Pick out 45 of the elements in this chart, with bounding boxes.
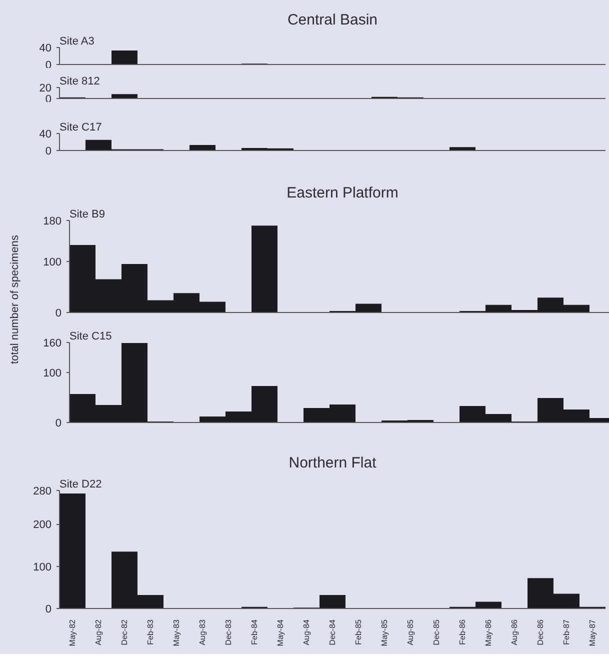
y-tick-label: 0: [55, 418, 62, 430]
chart-title: Central Basin: [287, 12, 378, 28]
x-tick-label: Aug-86: [510, 618, 519, 646]
x-tick-label: Feb-86: [458, 618, 467, 645]
x-tick-label: Dec-85: [432, 618, 441, 646]
y-tick-label: 0: [45, 604, 52, 616]
x-tick-label: Dec-86: [536, 618, 545, 646]
chart-subtitle: Site 812: [60, 76, 100, 88]
chart-subtitle: Site C17: [60, 122, 102, 134]
chart-title: Northern Flat: [288, 454, 378, 472]
x-tick-label: May-85: [380, 618, 389, 646]
y-tick-label: 40: [39, 42, 52, 54]
y-tick-label: 200: [33, 519, 52, 532]
x-tick-label: Aug-85: [406, 618, 415, 646]
x-tick-label: Feb-84: [250, 618, 259, 645]
y-tick-label: 0: [45, 146, 52, 158]
chart-subtitle: Site D22: [60, 478, 102, 490]
y-tick-label: 100: [33, 561, 52, 574]
y-tick-label: 40: [39, 128, 52, 140]
x-tick-label: May-86: [484, 618, 493, 646]
x-tick-label: Dec-83: [224, 618, 233, 646]
y-tick-label: 100: [43, 256, 62, 268]
x-tick-label: Aug-84: [302, 618, 311, 646]
y-tick-label: 180: [43, 216, 62, 228]
y-tick-label: 160: [43, 338, 62, 350]
chart-subtitle: Site B9: [70, 208, 105, 220]
y-tick-label: 0: [55, 308, 62, 320]
x-tick-label: Dec-84: [328, 618, 337, 646]
x-tick-label: Feb-83: [146, 618, 155, 645]
y-tick-label: 100: [43, 368, 62, 380]
y-tick-label: 280: [33, 486, 52, 498]
x-tick-label: May-87: [588, 618, 597, 646]
x-tick-label: Aug-83: [198, 618, 207, 646]
y-axis-title: total number of specimens: [8, 234, 22, 364]
chart-subtitle: Site C15: [70, 330, 112, 342]
x-tick-label: Dec-82: [120, 618, 129, 646]
chart-title: Eastern Platform: [286, 184, 398, 202]
x-tick-label: Feb-87: [562, 618, 571, 645]
x-tick-label: May-84: [276, 618, 285, 646]
chart-subtitle: Site A3: [60, 36, 94, 48]
x-tick-label: May-83: [172, 618, 181, 646]
x-tick-label: Aug-82: [94, 618, 103, 646]
x-tick-label: May-82: [68, 618, 77, 646]
x-tick-label: Feb-85: [354, 618, 363, 645]
y-tick-label: 20: [39, 82, 52, 94]
